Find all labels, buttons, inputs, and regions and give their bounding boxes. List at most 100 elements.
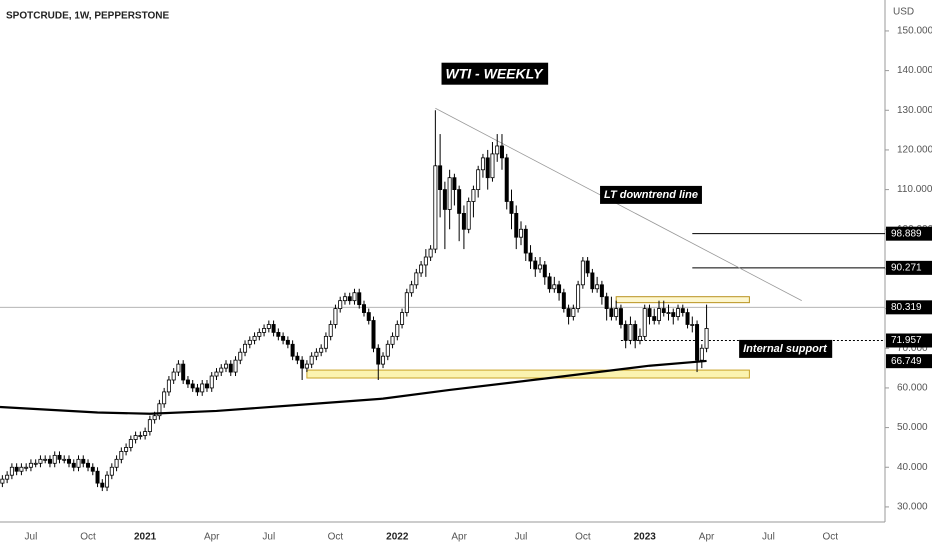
candle-body bbox=[637, 335, 642, 341]
candle-body bbox=[323, 335, 328, 349]
candle-body bbox=[571, 308, 576, 317]
candle-body bbox=[38, 458, 43, 464]
candle-body bbox=[143, 431, 148, 436]
candle-body bbox=[347, 296, 352, 302]
candle-body bbox=[314, 351, 319, 357]
candle-body bbox=[109, 466, 114, 476]
candle-body bbox=[171, 371, 176, 381]
candle-body bbox=[100, 482, 105, 488]
candle-body bbox=[642, 308, 647, 337]
candle-body bbox=[200, 383, 205, 393]
candle-body bbox=[609, 308, 614, 317]
candle-body bbox=[319, 347, 324, 353]
candle-body bbox=[105, 474, 110, 488]
candle-body bbox=[538, 264, 543, 270]
candle-body bbox=[5, 474, 10, 480]
candle-body bbox=[71, 462, 76, 468]
candle-body bbox=[376, 347, 381, 365]
candle-body bbox=[428, 248, 433, 258]
candle-body bbox=[528, 252, 533, 262]
y-tick-label: 60.000 bbox=[897, 383, 928, 394]
candle-body bbox=[157, 403, 162, 417]
y-tick-label: 40.000 bbox=[897, 462, 928, 473]
candle-body bbox=[552, 284, 557, 290]
price-label: 71.957 bbox=[891, 335, 922, 346]
candle-body bbox=[504, 157, 509, 202]
candle-body bbox=[181, 363, 186, 381]
symbol: SPOTCRUDE, 1W, PEPPERSTONE bbox=[6, 11, 170, 22]
candle-body bbox=[647, 308, 652, 317]
candle-body bbox=[542, 264, 547, 278]
candle-body bbox=[185, 379, 190, 385]
candle-body bbox=[238, 351, 243, 361]
candle-body bbox=[599, 284, 604, 298]
candle-body bbox=[442, 189, 447, 210]
x-tick-label: Jul bbox=[25, 532, 38, 543]
candle-body bbox=[561, 292, 566, 309]
candle-body bbox=[209, 375, 214, 389]
candle-body bbox=[490, 153, 495, 179]
x-tick-label: Jul bbox=[262, 532, 275, 543]
candle-body bbox=[656, 308, 661, 321]
candle-body bbox=[466, 201, 471, 230]
candle-body bbox=[28, 462, 33, 468]
candle-body bbox=[333, 308, 338, 325]
y-tick-label: 150.000 bbox=[897, 26, 932, 37]
candle-body bbox=[585, 260, 590, 274]
candle-body bbox=[547, 276, 552, 290]
candle-body bbox=[47, 458, 52, 464]
candle-body bbox=[133, 435, 138, 440]
candle-body bbox=[661, 308, 666, 313]
candle-body bbox=[285, 339, 290, 345]
y-tick-label: 130.000 bbox=[897, 105, 932, 116]
y-tick-label: 140.000 bbox=[897, 65, 932, 76]
y-tick-label: 50.000 bbox=[897, 422, 928, 433]
candle-body bbox=[304, 363, 309, 369]
candle-body bbox=[204, 383, 209, 389]
candle-body bbox=[9, 466, 14, 476]
candle-body bbox=[124, 447, 129, 452]
candle-body bbox=[233, 359, 238, 373]
candle-body bbox=[523, 228, 528, 254]
price-label: 98.889 bbox=[891, 228, 922, 239]
candle-body bbox=[14, 466, 19, 472]
candle-body bbox=[576, 284, 581, 309]
x-tick-label: Oct bbox=[823, 532, 839, 543]
candle-body bbox=[290, 343, 295, 357]
candle-body bbox=[390, 335, 395, 345]
candle-body bbox=[685, 312, 690, 325]
candle-body bbox=[271, 324, 276, 333]
candle-body bbox=[224, 363, 229, 369]
candle-body bbox=[252, 335, 257, 341]
candle-body bbox=[680, 308, 685, 313]
candle-body bbox=[338, 300, 343, 309]
candle-body bbox=[595, 284, 600, 290]
candle-body bbox=[495, 145, 500, 155]
price-label-box bbox=[886, 354, 932, 369]
candle-body bbox=[90, 466, 95, 472]
candle-body bbox=[57, 454, 62, 460]
candle-body bbox=[328, 324, 333, 337]
candle-body bbox=[590, 272, 595, 290]
candle-body bbox=[409, 284, 414, 294]
candle-body bbox=[476, 169, 481, 191]
candle-body bbox=[114, 458, 119, 468]
annotation-box bbox=[739, 339, 833, 358]
candle-body bbox=[43, 458, 48, 461]
candle-body bbox=[95, 470, 100, 484]
candle-body bbox=[119, 450, 124, 460]
candle-body bbox=[666, 312, 671, 314]
candle-body bbox=[162, 391, 167, 405]
candle-body bbox=[81, 458, 86, 464]
candle-body bbox=[195, 387, 200, 393]
candle-body bbox=[452, 177, 457, 191]
candle-body bbox=[152, 415, 157, 421]
candle-body bbox=[219, 367, 224, 373]
candle-body bbox=[480, 157, 485, 171]
candle-body bbox=[699, 347, 704, 361]
x-tick-label: Jul bbox=[515, 532, 528, 543]
candle-body bbox=[604, 296, 609, 309]
candle-body bbox=[76, 458, 81, 468]
